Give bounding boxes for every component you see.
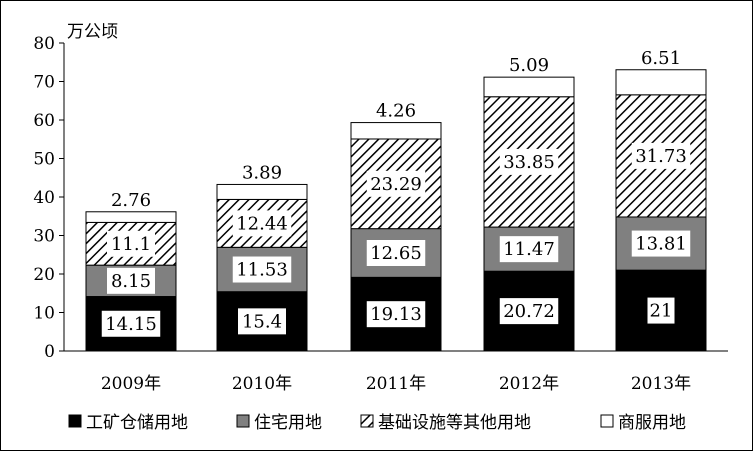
- bars: 14.15 8.15 11.1 2.76 15.4 11.53 12.44 3.89 19.13…: [85, 48, 707, 352]
- x-tick-label: 2011年: [366, 374, 426, 394]
- data-label-box: [101, 310, 161, 337]
- data-label: 6.51: [641, 48, 681, 69]
- y-axis-unit-label: 万公顷: [67, 22, 118, 42]
- data-label-box: [366, 170, 426, 197]
- bar-segment: [85, 211, 177, 223]
- data-label: 5.09: [509, 55, 549, 76]
- data-label: 14.15: [105, 314, 157, 335]
- data-label: 21: [650, 301, 673, 322]
- data-label: 15.4: [242, 311, 282, 332]
- data-label: 11.47: [503, 239, 555, 260]
- legend-label: 基础设施等其他用地: [378, 413, 531, 433]
- legend: 工矿仓储用地 住宅用地 基础设施等其他用地 商服用地: [68, 413, 686, 433]
- bar-segment: [216, 183, 308, 200]
- data-label-box: [499, 236, 559, 263]
- data-label: 13.81: [635, 234, 687, 255]
- data-label-box: [232, 210, 292, 237]
- data-label: 11.1: [111, 234, 151, 255]
- data-label-box: [366, 239, 426, 266]
- x-tick-label: 2010年: [232, 374, 292, 394]
- x-tick-label: 2009年: [101, 374, 161, 394]
- y-tick-label: 80: [33, 34, 55, 54]
- y-tick-label: 0: [44, 342, 55, 362]
- legend-label: 商服用地: [618, 413, 686, 433]
- bar-segment: [483, 76, 575, 98]
- x-tick-label: 2012年: [499, 374, 559, 394]
- data-label-box: [499, 148, 559, 175]
- data-label: 3.89: [242, 162, 282, 183]
- data-label-box: [647, 297, 675, 324]
- data-label: 23.29: [370, 174, 422, 195]
- legend-label: 住宅用地: [254, 413, 322, 433]
- data-label: 12.44: [236, 213, 288, 234]
- bar-segment: [350, 122, 442, 140]
- data-label: 31.73: [635, 146, 687, 167]
- y-tick-label: 40: [33, 188, 55, 208]
- y-tick-label: 30: [33, 227, 55, 247]
- data-label-box: [238, 308, 286, 335]
- data-label: 11.53: [236, 260, 288, 281]
- data-label-box: [232, 256, 292, 283]
- legend-swatch: [236, 414, 250, 428]
- data-label-box: [366, 301, 426, 328]
- data-label: 4.26: [376, 101, 416, 122]
- y-tick-label: 10: [33, 304, 55, 324]
- x-tick-label: 2013年: [631, 374, 691, 394]
- bar-segment: [615, 69, 707, 96]
- y-axis: 0 10 20 30 40 50 60 70 80: [33, 34, 728, 362]
- data-label-box: [499, 298, 559, 325]
- data-label: 19.13: [370, 304, 422, 325]
- data-label: 8.15: [111, 271, 151, 292]
- y-tick-label: 70: [33, 73, 55, 93]
- legend-label: 工矿仓储用地: [86, 413, 188, 433]
- data-label: 20.72: [503, 301, 555, 322]
- data-label-box: [107, 230, 155, 257]
- data-label-box: [631, 230, 691, 257]
- y-tick-label: 20: [33, 265, 55, 285]
- data-label-box: [631, 142, 691, 169]
- legend-swatch: [600, 414, 614, 428]
- data-label-box: [107, 267, 155, 294]
- data-label: 12.65: [370, 243, 422, 264]
- y-tick-label: 50: [33, 150, 55, 170]
- data-label: 33.85: [503, 152, 555, 173]
- x-axis-labels: 2009年 2010年 2011年 2012年 2013年: [101, 374, 691, 394]
- y-tick-label: 60: [33, 111, 55, 131]
- legend-swatch: [360, 414, 374, 428]
- legend-swatch: [68, 414, 82, 428]
- data-label: 2.76: [111, 190, 151, 211]
- bar-segment: [615, 94, 707, 218]
